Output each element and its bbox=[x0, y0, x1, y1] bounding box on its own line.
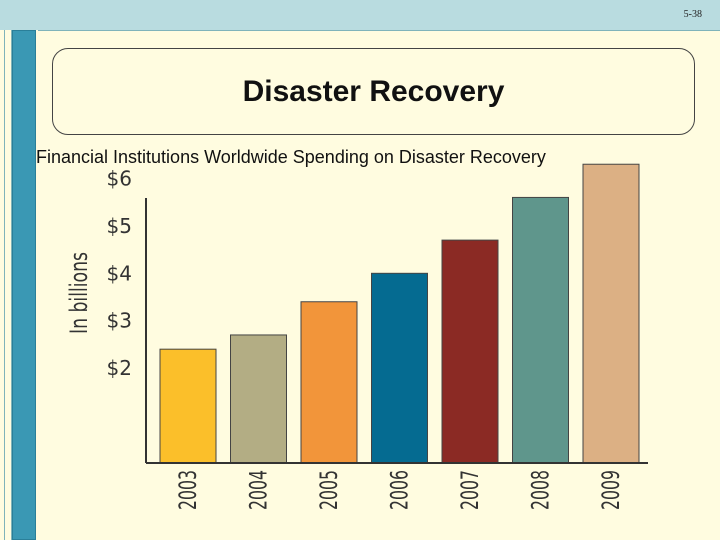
y-tick-label: $5 bbox=[107, 214, 132, 238]
slide-number: 5-38 bbox=[683, 9, 702, 20]
top-bar: 5-38 bbox=[0, 0, 720, 31]
title-box: Disaster Recovery bbox=[52, 48, 695, 135]
y-tick-label: $4 bbox=[107, 261, 132, 285]
left-decor-lines bbox=[4, 30, 12, 540]
slide-title: Disaster Recovery bbox=[242, 75, 505, 108]
bar-2009 bbox=[582, 163, 640, 464]
x-tick-label: 2006 bbox=[386, 470, 414, 510]
x-tick-label: 2008 bbox=[527, 470, 555, 510]
y-tick-label: $6 bbox=[107, 166, 132, 190]
y-tick-label: $2 bbox=[107, 356, 132, 380]
bar-2008 bbox=[512, 196, 569, 464]
bar-2007 bbox=[441, 239, 499, 464]
x-tick-label: 2009 bbox=[597, 470, 625, 510]
bar-2003 bbox=[159, 348, 217, 464]
bar-2006 bbox=[371, 272, 428, 464]
x-tick-label: 2005 bbox=[315, 470, 343, 510]
chart-subtitle: Financial Institutions Worldwide Spendin… bbox=[36, 147, 546, 167]
bar-2005 bbox=[300, 301, 358, 464]
x-tick-label: 2004 bbox=[245, 470, 273, 510]
x-tick-label: 2003 bbox=[174, 470, 202, 510]
y-axis-label: In billions bbox=[65, 252, 93, 334]
x-tick-label: 2007 bbox=[456, 470, 484, 510]
y-tick-label: $3 bbox=[107, 309, 132, 333]
bar-2004 bbox=[230, 334, 287, 464]
